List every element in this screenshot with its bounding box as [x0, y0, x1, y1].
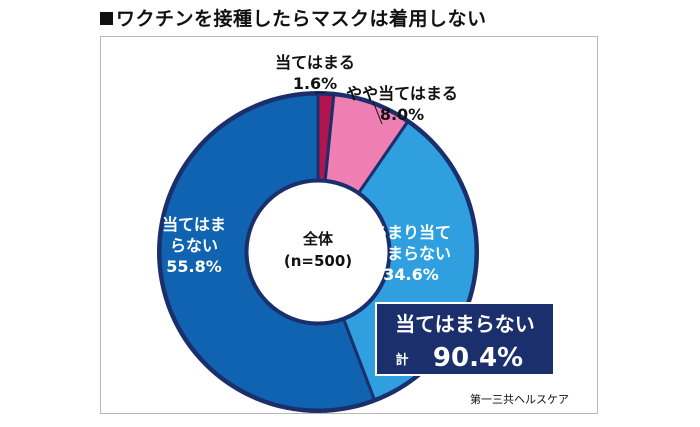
chart-title: ワクチンを接種したらマスクは着用しない	[100, 4, 487, 31]
slice-4-label: 当てはま	[162, 215, 226, 234]
slice-2-leader-line	[372, 101, 383, 125]
total-box-value: 90.4%	[433, 343, 523, 373]
center-label-sample-size: (n=500)	[284, 252, 352, 270]
slice-4-label: らない	[170, 236, 218, 255]
slice-4-value: 55.8%	[166, 257, 222, 276]
slice-3-label: はまらない	[371, 244, 451, 263]
donut-hole	[245, 179, 391, 325]
center-label: 全体 (n=500)	[284, 230, 352, 270]
slice-2-label: やや当てはまる	[346, 84, 458, 103]
chart-title-text: ワクチンを接種したらマスクは着用しない	[116, 8, 487, 30]
source-credit: 第一三共ヘルスケア	[470, 393, 569, 406]
slice-1-label: 当てはまる	[275, 53, 355, 72]
slice-3-value: 34.6%	[383, 265, 439, 284]
total-box-title: 当てはまらない	[395, 312, 535, 336]
slice-2-value: 8.0%	[380, 105, 424, 124]
total-box-prefix: 計	[395, 352, 408, 368]
center-label-title: 全体	[302, 230, 334, 248]
title-square-icon	[100, 12, 113, 25]
slice-3-label: あまり当て	[371, 223, 451, 242]
slice-1-value: 1.6%	[293, 74, 337, 93]
total-box: 当てはまらない 計 90.4%	[375, 302, 555, 376]
total-box-background	[375, 302, 555, 376]
slice-1-leader-line	[314, 91, 327, 94]
